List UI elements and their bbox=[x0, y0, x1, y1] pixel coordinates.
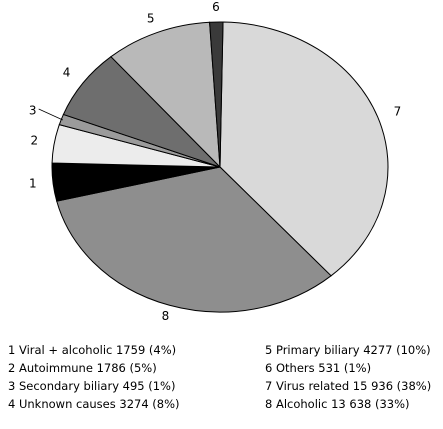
pie-slice-7 bbox=[219, 21, 389, 277]
slice-label-1: 1 bbox=[29, 177, 37, 191]
pie-slices bbox=[51, 21, 389, 313]
slice-number-labels: 7 8 1 2 3 4 5 6 bbox=[29, 0, 401, 323]
legend: 1 Viral + alcoholic 1759 (4%) 2 Autoimmu… bbox=[8, 341, 440, 421]
legend-item-1: 1 Viral + alcoholic 1759 (4%) bbox=[8, 343, 177, 357]
slice-label-7: 7 bbox=[394, 104, 402, 118]
leader-line-3 bbox=[38, 108, 64, 121]
legend-item-7: 7 Virus related 15 936 (38%) bbox=[265, 379, 432, 393]
legend-column-right: 5 Primary biliary 4277 (10%) 6 Others 53… bbox=[265, 341, 431, 413]
slice-label-6: 6 bbox=[212, 0, 220, 14]
legend-item-2: 2 Autoimmune 1786 (5%) bbox=[8, 361, 157, 375]
legend-item-8: 8 Alcoholic 13 638 (33%) bbox=[265, 397, 410, 411]
pie-slice-6 bbox=[209, 21, 224, 168]
pie-slice-5 bbox=[110, 21, 221, 169]
legend-item-3: 3 Secondary biliary 495 (1%) bbox=[8, 379, 176, 393]
slice-label-2: 2 bbox=[30, 133, 38, 147]
slice-label-3: 3 bbox=[29, 103, 37, 117]
legend-item-6: 6 Others 531 (1%) bbox=[265, 361, 372, 375]
legend-item-5: 5 Primary biliary 4277 (10%) bbox=[265, 343, 431, 357]
slice-label-5: 5 bbox=[147, 12, 155, 26]
label-leader-lines bbox=[38, 108, 64, 121]
legend-column-left: 1 Viral + alcoholic 1759 (4%) 2 Autoimmu… bbox=[8, 341, 180, 413]
slice-label-8: 8 bbox=[162, 309, 170, 323]
slice-label-4: 4 bbox=[63, 65, 71, 79]
pie-slice-8 bbox=[56, 166, 332, 313]
legend-item-4: 4 Unknown causes 3274 (8%) bbox=[8, 397, 180, 411]
